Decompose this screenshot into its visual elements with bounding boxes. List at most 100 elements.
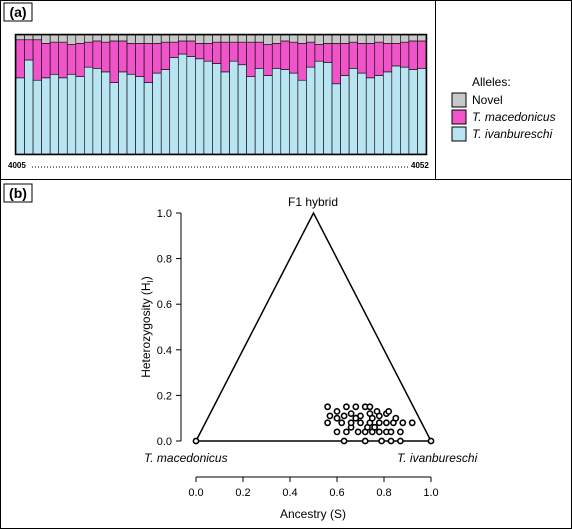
bar-segment-novel bbox=[58, 34, 68, 43]
bar-segment-macedonicus bbox=[340, 43, 350, 76]
legend-label-macedonicus: T. macedonicus bbox=[472, 110, 556, 124]
x-tick-group: 0.0 0.2 0.4 0.6 0.8 1.0 bbox=[188, 477, 439, 499]
bar-segment-novel bbox=[348, 34, 358, 43]
bar-segment-ivanbureschi bbox=[229, 60, 239, 155]
bar-segment-novel bbox=[66, 34, 77, 45]
bar-segment-novel bbox=[92, 34, 102, 42]
bar-segment-macedonicus bbox=[195, 43, 205, 60]
bar-segment-novel bbox=[160, 34, 171, 43]
bar-segment-ivanbureschi bbox=[41, 77, 51, 155]
bar-segment-macedonicus bbox=[365, 43, 376, 79]
legend-label-ivanbureschi: T. ivanbureschi bbox=[472, 127, 553, 141]
data-point bbox=[324, 403, 331, 411]
bar-segment-macedonicus bbox=[263, 44, 273, 76]
bar-segment-novel bbox=[101, 34, 111, 43]
bar-segment-macedonicus bbox=[32, 39, 42, 81]
bar-segment-ivanbureschi bbox=[271, 68, 282, 155]
data-point bbox=[338, 419, 346, 427]
bar-segment-macedonicus bbox=[135, 43, 145, 77]
bar-segment-ivanbureschi bbox=[152, 72, 162, 155]
left-corner-label: T. macedonicus bbox=[144, 451, 228, 465]
bar-segment-ivanbureschi bbox=[169, 57, 179, 155]
bar-segment-macedonicus bbox=[357, 43, 367, 74]
bar-segment-macedonicus bbox=[220, 41, 230, 73]
bar-segment-ivanbureschi bbox=[92, 68, 102, 155]
bar-segment-ivanbureschi bbox=[177, 53, 188, 155]
bar-chart: 4005 4052 bbox=[8, 33, 429, 170]
bar-segment-novel bbox=[400, 34, 410, 43]
bar-segment-macedonicus bbox=[323, 43, 333, 63]
y-tick-label: 0.2 bbox=[157, 390, 172, 402]
data-point bbox=[333, 407, 341, 415]
bar-segment-ivanbureschi bbox=[340, 75, 350, 155]
bar-segment-ivanbureschi bbox=[49, 73, 60, 155]
legend: Alleles: Novel T. macedonicus T. ivanbur… bbox=[451, 75, 556, 142]
data-point bbox=[408, 419, 416, 427]
bar-segment-novel bbox=[357, 34, 367, 44]
bar-segment-macedonicus bbox=[348, 41, 358, 69]
y-tick-label: 0.8 bbox=[157, 254, 172, 266]
bar-segment-macedonicus bbox=[169, 41, 179, 58]
data-point bbox=[392, 414, 400, 422]
data-point bbox=[324, 419, 331, 427]
bar-segment-macedonicus bbox=[84, 41, 94, 68]
bar-segment-novel bbox=[246, 34, 256, 43]
data-point bbox=[347, 419, 355, 427]
bar-segment-novel bbox=[177, 34, 188, 42]
bar-segment-ivanbureschi bbox=[357, 72, 367, 155]
data-point bbox=[387, 428, 395, 436]
data-point bbox=[192, 437, 200, 445]
bar-segment-macedonicus bbox=[126, 43, 136, 75]
x-start-label: 4005 bbox=[8, 161, 26, 170]
bar-segment-novel bbox=[109, 34, 119, 42]
bar-segment-ivanbureschi bbox=[126, 73, 136, 155]
bar-segment-macedonicus bbox=[212, 41, 222, 64]
y-tick-label: 0.4 bbox=[157, 345, 172, 357]
bar-segment-novel bbox=[417, 34, 427, 42]
bar-segment-macedonicus bbox=[177, 40, 188, 55]
data-point bbox=[354, 428, 362, 436]
data-point bbox=[366, 410, 374, 417]
bar-segment-novel bbox=[32, 34, 42, 41]
data-point bbox=[378, 437, 385, 445]
bar-plot-frame bbox=[14, 33, 428, 156]
data-point bbox=[340, 437, 348, 445]
x-tick-label: 0.4 bbox=[282, 487, 297, 499]
point-group bbox=[192, 403, 435, 445]
data-point bbox=[373, 407, 381, 415]
bar-segment-macedonicus bbox=[314, 44, 324, 62]
bar-segment-macedonicus bbox=[289, 41, 299, 74]
bar-segment-macedonicus bbox=[417, 40, 427, 69]
bar-segment-ivanbureschi bbox=[400, 66, 410, 155]
bar-segment-ivanbureschi bbox=[314, 60, 324, 155]
bar-segment-ivanbureschi bbox=[254, 68, 265, 155]
bar-segment-novel bbox=[408, 34, 418, 42]
bar-segment-macedonicus bbox=[374, 41, 384, 76]
bar-segment-macedonicus bbox=[203, 43, 213, 62]
bar-segment-macedonicus bbox=[24, 39, 34, 61]
bar-segment-novel bbox=[229, 34, 239, 43]
data-point bbox=[396, 428, 404, 436]
bar-segment-novel bbox=[143, 34, 153, 44]
bar-segment-novel bbox=[152, 34, 162, 44]
legend-swatch-macedonicus bbox=[451, 109, 467, 125]
bar-segment-ivanbureschi bbox=[160, 69, 171, 155]
x-tick-label: 0.8 bbox=[376, 487, 391, 499]
y-axis-title-sub: I bbox=[146, 280, 155, 282]
bar-segment-novel bbox=[41, 34, 51, 44]
data-point bbox=[399, 419, 407, 427]
bar-segment-novel bbox=[203, 34, 213, 44]
bar-segment-macedonicus bbox=[271, 43, 282, 69]
x-axis: 0.0 0.2 0.4 0.6 0.8 1.0 bbox=[188, 476, 439, 499]
bar-segment-novel bbox=[382, 34, 393, 44]
bar-segment-ivanbureschi bbox=[32, 79, 42, 155]
bar-segment-novel bbox=[280, 34, 290, 42]
data-point bbox=[427, 437, 435, 445]
legend-swatch-ivanbureschi bbox=[451, 126, 467, 142]
bar-group bbox=[15, 34, 427, 155]
x-axis-title: Ancestry (S) bbox=[280, 507, 346, 521]
data-point bbox=[387, 437, 395, 445]
data-point bbox=[371, 423, 378, 431]
bar-segment-novel bbox=[340, 34, 350, 44]
